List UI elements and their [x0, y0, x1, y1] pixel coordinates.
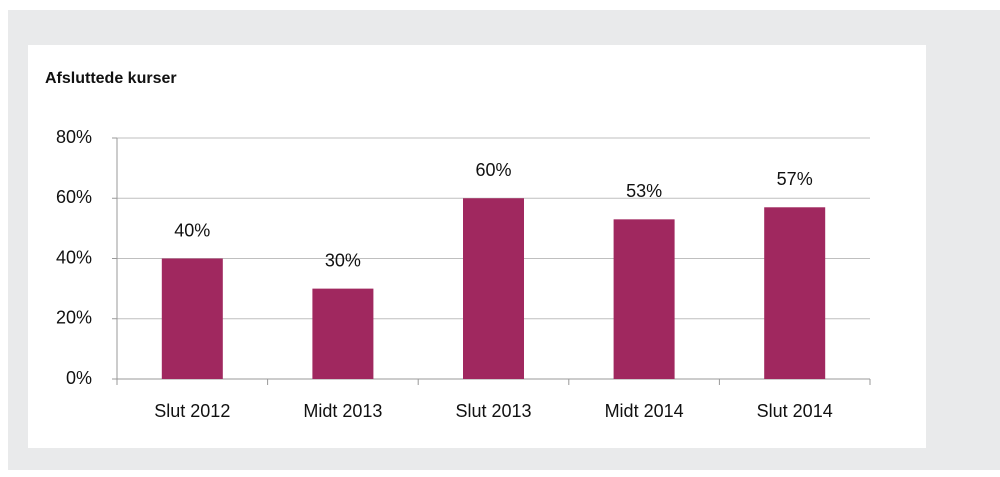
y-tick-label: 60% — [56, 187, 92, 207]
x-tick-label: Slut 2013 — [455, 401, 531, 421]
x-tick-label: Midt 2013 — [303, 401, 382, 421]
x-tick-label: Slut 2012 — [154, 401, 230, 421]
x-tick-label: Slut 2014 — [757, 401, 833, 421]
bar — [161, 258, 223, 379]
x-tick-label: Midt 2014 — [605, 401, 684, 421]
chart-title: Afsluttede kurser — [45, 70, 177, 87]
data-label: 60% — [475, 160, 511, 180]
data-label: 57% — [777, 169, 813, 189]
y-tick-label: 40% — [56, 247, 92, 267]
bar — [312, 288, 374, 379]
y-tick-label: 80% — [56, 127, 92, 147]
data-label: 30% — [325, 250, 361, 270]
y-tick-label: 0% — [66, 368, 92, 388]
bar — [463, 198, 524, 379]
bar — [613, 219, 675, 379]
data-label: 53% — [626, 181, 662, 201]
y-tick-label: 20% — [56, 308, 92, 328]
data-label: 40% — [174, 220, 210, 240]
bar — [764, 207, 826, 379]
